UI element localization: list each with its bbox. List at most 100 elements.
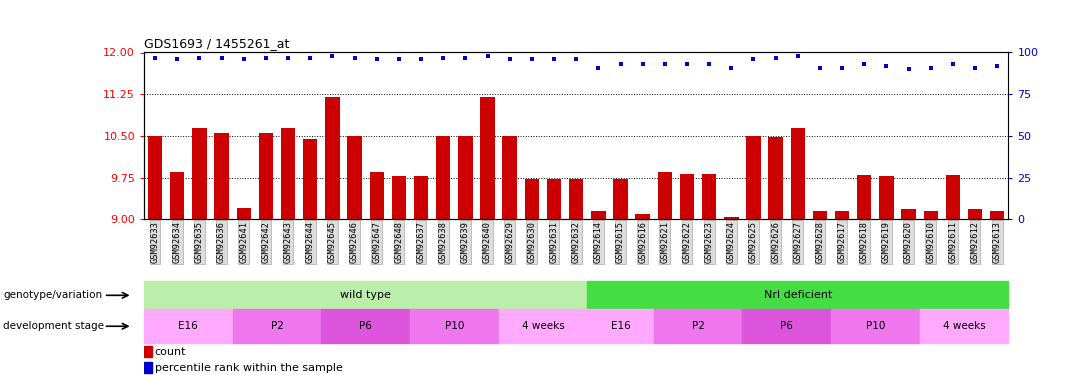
Point <box>457 54 474 60</box>
Point <box>944 61 961 67</box>
Bar <box>436 136 450 219</box>
Point <box>634 61 651 67</box>
Point <box>523 56 540 62</box>
Bar <box>258 133 273 219</box>
Bar <box>834 211 849 219</box>
Bar <box>498 309 587 343</box>
Bar <box>144 346 152 357</box>
Point <box>235 56 252 62</box>
Point <box>856 61 873 67</box>
Point <box>346 54 363 60</box>
Bar <box>614 179 627 219</box>
Bar <box>791 128 805 219</box>
Bar <box>321 309 410 343</box>
Point <box>391 56 408 62</box>
Bar <box>831 309 920 343</box>
Bar <box>746 136 761 219</box>
Point <box>811 64 828 70</box>
Point <box>257 54 274 60</box>
Text: genotype/variation: genotype/variation <box>3 290 102 300</box>
Bar <box>657 172 672 219</box>
Text: 4 weeks: 4 weeks <box>942 321 985 331</box>
Bar <box>990 211 1004 219</box>
Bar <box>281 128 296 219</box>
Text: 4 weeks: 4 weeks <box>522 321 564 331</box>
Bar <box>879 176 894 219</box>
Bar <box>920 309 1008 343</box>
Bar <box>743 309 831 343</box>
Point <box>922 64 939 70</box>
Point <box>656 61 673 67</box>
Text: GDS1693 / 1455261_at: GDS1693 / 1455261_at <box>144 37 289 50</box>
Text: Nrl deficient: Nrl deficient <box>764 290 832 300</box>
Bar <box>192 128 207 219</box>
Text: E16: E16 <box>610 321 631 331</box>
Point <box>612 61 630 67</box>
Bar <box>857 175 872 219</box>
Text: P10: P10 <box>445 321 464 331</box>
Text: P2: P2 <box>271 321 284 331</box>
Bar <box>369 172 384 219</box>
Bar <box>325 97 339 219</box>
Bar <box>546 179 561 219</box>
Point <box>679 61 696 67</box>
Point <box>169 56 186 62</box>
Bar <box>587 281 1008 309</box>
Text: percentile rank within the sample: percentile rank within the sample <box>155 363 343 373</box>
Point <box>302 54 319 60</box>
Bar <box>702 174 716 219</box>
Bar <box>525 179 539 219</box>
Bar <box>924 211 938 219</box>
Bar <box>503 136 516 219</box>
Point <box>790 53 807 59</box>
Text: count: count <box>155 347 187 357</box>
Bar <box>410 309 498 343</box>
Point <box>191 54 208 60</box>
Bar <box>569 179 584 219</box>
Text: P2: P2 <box>691 321 704 331</box>
Bar <box>945 175 960 219</box>
Point <box>434 54 451 60</box>
Bar <box>768 137 783 219</box>
Point <box>545 56 562 62</box>
Bar <box>458 136 473 219</box>
Text: wild type: wild type <box>340 290 392 300</box>
Point <box>368 56 385 62</box>
Bar <box>144 281 587 309</box>
Text: P6: P6 <box>360 321 372 331</box>
Point <box>901 66 918 72</box>
Point <box>878 63 895 69</box>
Bar <box>303 139 318 219</box>
Bar <box>680 174 695 219</box>
Point <box>280 54 297 60</box>
Point <box>833 64 850 70</box>
Point <box>989 63 1006 69</box>
Bar <box>724 217 738 219</box>
Bar <box>968 209 983 219</box>
Point <box>590 64 607 70</box>
Bar <box>480 97 495 219</box>
Bar <box>233 309 321 343</box>
Point <box>213 54 230 60</box>
Point <box>767 54 784 60</box>
Bar <box>170 172 185 219</box>
Point <box>146 54 163 60</box>
Bar <box>144 362 152 374</box>
Point <box>568 56 585 62</box>
Bar <box>148 136 162 219</box>
Bar <box>392 176 407 219</box>
Bar <box>654 309 743 343</box>
Point <box>745 56 762 62</box>
Text: development stage: development stage <box>3 321 103 331</box>
Point <box>701 61 718 67</box>
Text: E16: E16 <box>178 321 198 331</box>
Bar <box>414 176 428 219</box>
Point <box>722 64 739 70</box>
Bar <box>348 136 362 219</box>
Point <box>324 53 341 59</box>
Point <box>479 53 496 59</box>
Point <box>501 56 519 62</box>
Point <box>967 64 984 70</box>
Bar <box>591 211 606 219</box>
Bar <box>144 309 233 343</box>
